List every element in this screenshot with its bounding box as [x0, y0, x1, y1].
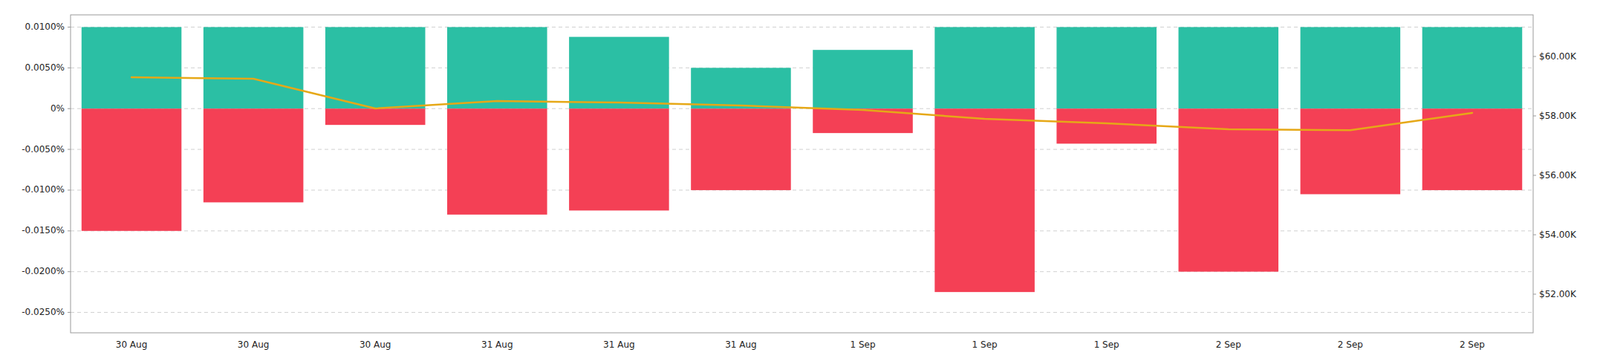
- tick-mark: [67, 26, 71, 28]
- tick-label: 0.0050%: [25, 62, 65, 73]
- tick-mark: [1533, 294, 1537, 295]
- chart: 0.0100% 0.0050% 0% -0.0050% -0.0100% -0.0150%…: [0, 0, 1600, 364]
- tick-label: $52.00K: [1539, 288, 1577, 300]
- bar: [1178, 108, 1280, 272]
- bar: [1300, 108, 1401, 194]
- plot-frame: [70, 14, 1534, 333]
- tick-label: 2 Sep: [1215, 339, 1242, 350]
- tick-mark: [1533, 175, 1537, 177]
- tick-label: $58.00K: [1539, 110, 1577, 122]
- tick-label: 1 Sep: [972, 339, 998, 350]
- bar: [568, 108, 670, 211]
- bar: [447, 108, 548, 215]
- tick-label: 31 Aug: [603, 339, 636, 350]
- bar: [934, 26, 1035, 109]
- tick-mark: [67, 311, 71, 313]
- tick-label: 31 Aug: [724, 339, 757, 350]
- tick-mark: [1533, 234, 1537, 236]
- bar: [81, 26, 182, 109]
- tick-label: 0.0100%: [25, 21, 65, 32]
- bar: [447, 26, 548, 109]
- tick-mark: [67, 189, 71, 191]
- grid-line: [70, 271, 1534, 272]
- line: [131, 77, 1473, 130]
- grid: [70, 26, 1534, 312]
- tick-label: 30 Aug: [237, 339, 270, 350]
- tick-label: 2 Sep: [1459, 339, 1485, 350]
- bar: [203, 26, 304, 109]
- bar: [690, 108, 792, 191]
- tick-mark: [67, 108, 71, 110]
- bar: [1056, 26, 1157, 109]
- bar: [1056, 108, 1157, 144]
- tick-label: $60.00K: [1539, 51, 1577, 62]
- tick-label: -0.0100%: [21, 184, 65, 195]
- tick-label: 31 Aug: [481, 339, 514, 350]
- tick-label: 30 Aug: [359, 339, 392, 350]
- bar: [690, 67, 792, 109]
- bar: [325, 26, 426, 109]
- x-axis: 30 Aug 30 Aug 30 Aug 31 Aug 31 Aug 31 Aug 1 Se…: [115, 339, 1485, 350]
- tick-label: -0.0050%: [21, 144, 65, 155]
- tick-label: 1 Sep: [850, 339, 876, 350]
- tick-label: $54.00K: [1539, 229, 1577, 240]
- bar: [1422, 26, 1523, 109]
- bar-series: [81, 108, 1523, 292]
- tick-mark: [1533, 115, 1537, 117]
- bar: [203, 108, 304, 203]
- y-axis-right: $60.00K $58.00K $56.00K $54.00K $52.00K: [1533, 51, 1577, 300]
- tick-mark: [67, 67, 71, 69]
- bar: [568, 37, 670, 110]
- tick-label: $56.00K: [1539, 170, 1577, 181]
- bar: [1300, 26, 1401, 109]
- bar: [81, 108, 182, 232]
- grid-line: [70, 230, 1534, 232]
- tick-label: 1 Sep: [1094, 339, 1120, 350]
- tick-label: 0%: [50, 103, 65, 114]
- bar: [1178, 26, 1280, 109]
- tick-label: -0.0200%: [21, 265, 65, 277]
- bar: [325, 108, 426, 125]
- marks: [81, 26, 1523, 292]
- tick-label: -0.0250%: [21, 306, 65, 318]
- y-axis-left: 0.0100% 0.0050% 0% -0.0050% -0.0100% -0.0150%…: [21, 21, 71, 318]
- bar: [934, 108, 1035, 292]
- tick-mark: [67, 271, 71, 272]
- tick-label: -0.0150%: [21, 225, 65, 236]
- tick-label: 2 Sep: [1337, 339, 1364, 350]
- tick-label: 30 Aug: [115, 339, 148, 350]
- bar-series: [81, 26, 1523, 109]
- tick-mark: [67, 230, 71, 232]
- grid-line: [70, 311, 1534, 313]
- bar: [812, 49, 913, 109]
- tick-mark: [67, 149, 71, 151]
- tick-mark: [1533, 56, 1537, 58]
- bar: [1422, 108, 1523, 191]
